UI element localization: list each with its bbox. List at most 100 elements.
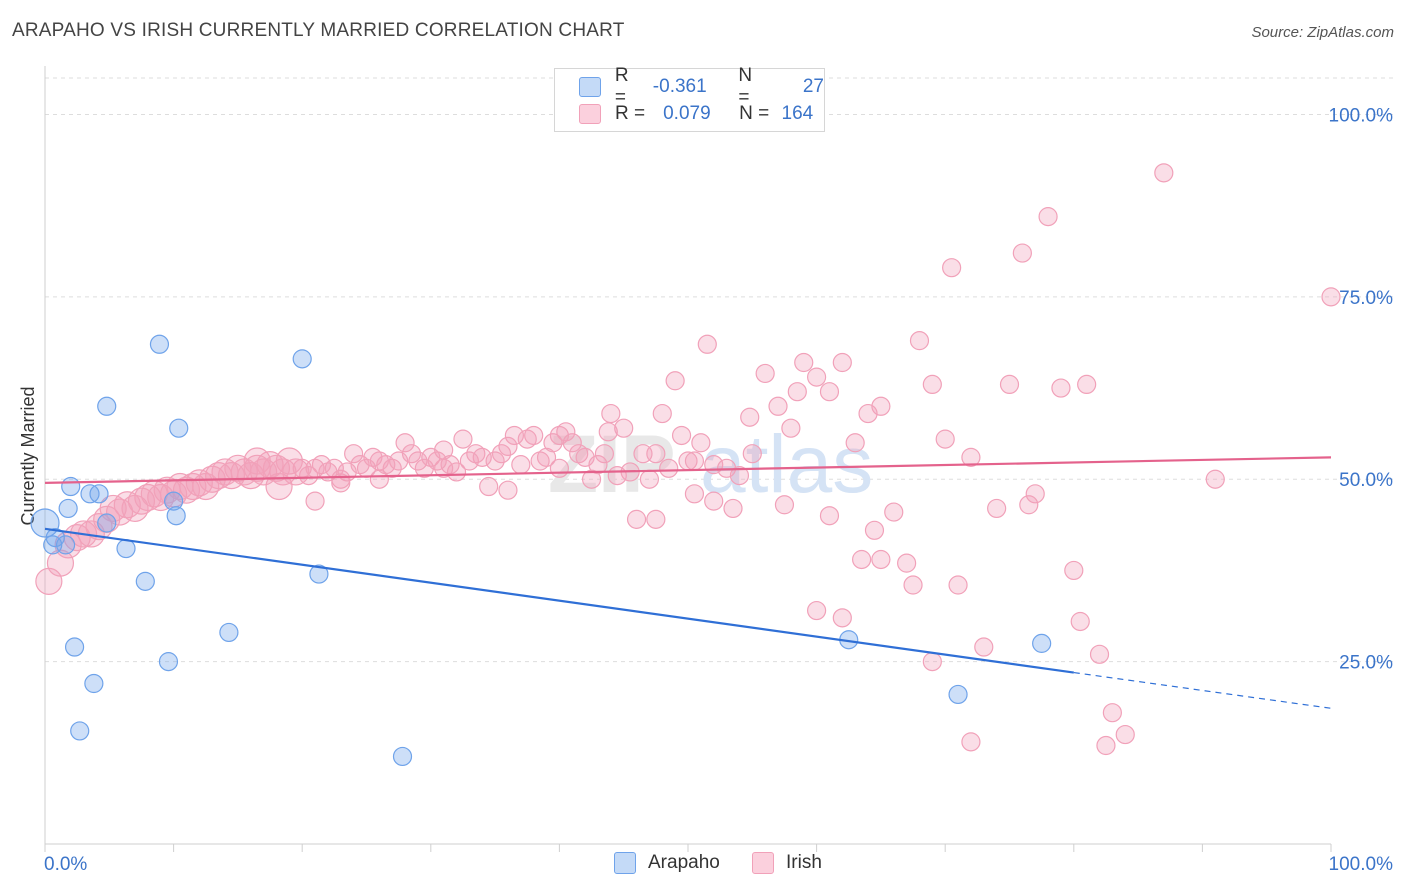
irish-point	[1025, 484, 1045, 504]
arapaho-point	[309, 564, 329, 584]
irish-point	[768, 396, 788, 416]
irish-n-label: N =	[739, 103, 770, 124]
irish-point	[1051, 378, 1071, 398]
source-credit: Source: ZipAtlas.com	[1251, 24, 1394, 41]
irish-trend-line	[44, 456, 1332, 484]
irish-point	[382, 458, 402, 478]
irish-point	[1089, 644, 1110, 664]
irish-point	[684, 451, 705, 471]
arapaho-point	[292, 349, 312, 369]
irish-legend-swatch	[752, 852, 774, 874]
irish-point	[498, 480, 518, 500]
irish-point	[729, 465, 750, 486]
y-tick-label: 50.0%	[1339, 470, 1393, 491]
irish-point	[781, 418, 801, 438]
irish-point	[1012, 243, 1032, 263]
irish-point	[344, 444, 364, 464]
arapaho-point	[55, 535, 76, 555]
irish-point	[987, 498, 1007, 519]
irish-point	[697, 334, 717, 354]
x-tick-label: 0.0%	[44, 854, 87, 875]
irish-point	[485, 451, 505, 471]
irish-point	[704, 491, 724, 511]
irish-point	[440, 455, 460, 475]
irish-point	[1096, 735, 1116, 756]
irish-point	[671, 425, 692, 446]
arapaho-point	[61, 476, 81, 497]
arapaho-r-value: -0.361	[652, 76, 707, 97]
watermark-atlas: atlas	[700, 419, 873, 510]
irish-point	[626, 509, 647, 529]
irish-point	[299, 465, 319, 486]
irish-point	[884, 502, 904, 522]
irish-point	[652, 403, 672, 424]
irish-point	[305, 491, 325, 511]
arapaho-point	[149, 334, 170, 354]
irish-point	[787, 382, 807, 402]
irish-point	[935, 429, 955, 449]
irish-point	[864, 520, 885, 540]
arapaho-point	[948, 684, 968, 705]
irish-point	[942, 258, 962, 278]
irish-point	[659, 458, 679, 478]
irish-point	[614, 418, 634, 438]
irish-swatch	[579, 104, 601, 124]
irish-point	[897, 553, 917, 573]
arapaho-legend-label: Arapaho	[648, 852, 720, 873]
irish-point	[401, 444, 422, 464]
irish-point	[742, 444, 762, 464]
irish-point	[549, 458, 570, 478]
arapaho-trend-extension	[1073, 671, 1332, 709]
arapaho-point	[166, 506, 186, 526]
arapaho-point	[219, 622, 239, 643]
irish-point	[594, 444, 615, 464]
irish-point	[408, 451, 428, 471]
irish-point	[530, 451, 550, 471]
irish-point	[1070, 611, 1090, 632]
irish-point	[999, 374, 1020, 394]
arapaho-n-label: N =	[738, 65, 753, 108]
irish-point	[948, 575, 968, 595]
irish-point	[395, 433, 415, 453]
arapaho-point	[116, 538, 136, 559]
arapaho-trend-line	[44, 527, 1074, 674]
arapaho-point	[89, 484, 109, 504]
stats-legend: R = -0.361 N = 27 R = 0.079 N = 164	[554, 65, 825, 132]
irish-point	[1321, 287, 1341, 307]
irish-point	[723, 498, 743, 519]
x-tick-label: 100.0%	[1329, 854, 1394, 875]
irish-point	[1038, 207, 1058, 227]
y-tick-label: 100.0%	[1329, 105, 1394, 126]
irish-point	[903, 575, 923, 595]
irish-point	[265, 472, 293, 501]
arapaho-point	[164, 491, 184, 511]
arapaho-point	[45, 527, 65, 548]
irish-point	[832, 352, 852, 373]
irish-point	[453, 429, 473, 449]
arapaho-r-label: R =	[614, 65, 629, 108]
irish-point	[498, 436, 518, 457]
irish-point	[845, 433, 865, 453]
irish-point	[974, 637, 994, 657]
irish-point	[871, 396, 891, 416]
irish-r-label: R =	[615, 103, 646, 124]
irish-point	[556, 422, 576, 442]
irish-n-value: 164	[781, 103, 814, 124]
irish-point	[479, 476, 499, 497]
irish-point	[1064, 560, 1084, 581]
irish-point	[524, 425, 544, 446]
arapaho-point	[97, 396, 117, 416]
irish-point	[794, 352, 814, 373]
irish-point	[646, 444, 666, 464]
irish-point	[819, 382, 840, 402]
irish-legend-label: Irish	[786, 852, 822, 873]
irish-point	[311, 455, 332, 475]
irish-point	[646, 509, 666, 529]
arapaho-point	[158, 652, 179, 672]
irish-point	[961, 732, 981, 752]
irish-point	[961, 447, 981, 467]
irish-point	[459, 451, 479, 471]
arapaho-point	[70, 721, 90, 741]
irish-point	[871, 549, 891, 570]
